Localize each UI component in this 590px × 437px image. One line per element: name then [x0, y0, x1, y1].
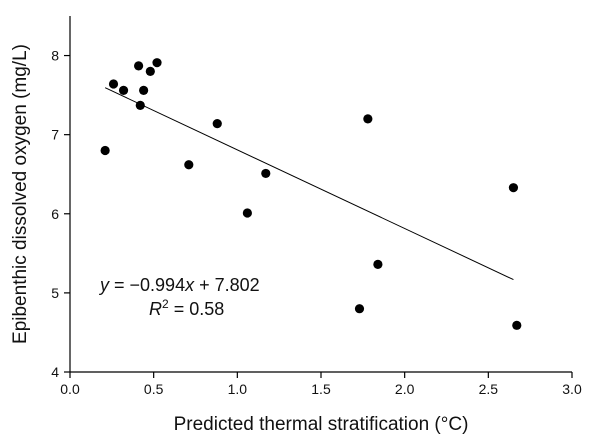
- y-tick-label: 5: [51, 285, 59, 301]
- y-tick-label: 6: [51, 206, 59, 222]
- data-point: [354, 304, 365, 314]
- r-squared-value: = 0.58: [169, 299, 225, 319]
- eq-x-symbol: x: [184, 275, 195, 295]
- data-point: [100, 145, 110, 156]
- r-squared-label: R2 = 0.58: [149, 297, 224, 319]
- eq-y-symbol: y: [98, 275, 110, 295]
- r-squared-exponent: 2: [162, 297, 169, 311]
- data-point: [108, 79, 119, 89]
- data-point: [145, 66, 155, 76]
- r-symbol: R: [149, 299, 162, 319]
- data-point: [139, 85, 149, 95]
- x-axis-ticks: 0.0 0.5 1.0 1.5 2.0 2.5 3.0: [60, 372, 582, 397]
- data-point: [508, 183, 519, 193]
- data-point: [363, 114, 373, 124]
- data-point: [134, 61, 144, 71]
- eq-intercept: + 7.802: [194, 275, 260, 295]
- data-point: [135, 100, 145, 110]
- regression-equation: y = −0.994x + 7.802: [98, 275, 260, 295]
- data-point: [184, 160, 194, 170]
- y-tick-label: 4: [51, 364, 59, 380]
- regression-line-group: [104, 87, 514, 281]
- data-point: [152, 58, 162, 68]
- x-axis-title: Predicted thermal stratification (°C): [174, 414, 469, 435]
- y-tick-label: 8: [51, 48, 59, 64]
- x-tick-label: 2.5: [479, 381, 499, 397]
- x-tick-label: 0.5: [144, 381, 164, 397]
- data-point: [373, 259, 383, 270]
- data-point: [512, 320, 522, 330]
- data-point: [261, 168, 271, 179]
- data-point: [242, 208, 252, 218]
- y-axis-ticks: 4 5 6 7 8: [51, 48, 70, 380]
- data-points: [100, 58, 522, 330]
- data-point: [212, 118, 222, 129]
- y-tick-label: 7: [51, 127, 59, 143]
- regression-line: [104, 87, 514, 281]
- data-point: [118, 85, 129, 95]
- x-tick-label: 1.5: [311, 381, 331, 397]
- eq-minus: −: [130, 275, 141, 295]
- x-tick-label: 3.0: [562, 381, 582, 397]
- x-tick-label: 2.0: [395, 381, 415, 397]
- eq-equals: =: [109, 275, 130, 295]
- x-tick-label: 0.0: [60, 381, 80, 397]
- x-tick-label: 1.0: [228, 381, 248, 397]
- regression-annotation: y = −0.994x + 7.802 R2 = 0.58: [98, 275, 260, 319]
- eq-slope: 0.994: [140, 275, 185, 295]
- chart-axes: 0.0 0.5 1.0 1.5 2.0 2.5 3.0 4 5 6 7 8: [51, 16, 582, 397]
- y-axis-title: Epibenthic dissolved oxygen (mg/L): [10, 44, 31, 344]
